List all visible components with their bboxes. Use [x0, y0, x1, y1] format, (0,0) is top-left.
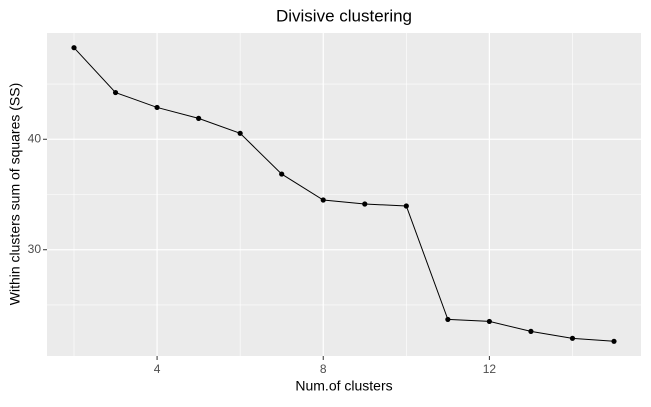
point [320, 197, 326, 203]
x-tick-label: 12 [483, 362, 497, 376]
point [196, 115, 202, 121]
x-axis-label: Num.of clusters [295, 378, 392, 394]
point [362, 201, 368, 207]
y-tick-label: 30 [28, 242, 42, 256]
y-axis-label: Within clusters sum of squares (SS) [7, 83, 23, 306]
point [486, 318, 492, 325]
y-tick-label: 40 [28, 131, 42, 145]
x-tick-label: 8 [320, 362, 327, 376]
chart-title: Divisive clustering [276, 6, 412, 25]
point [112, 89, 119, 96]
point [237, 130, 243, 136]
point [279, 171, 285, 177]
point [611, 338, 617, 344]
point [528, 328, 534, 334]
point [445, 316, 451, 323]
point [154, 104, 160, 111]
point [403, 203, 409, 209]
point [71, 45, 77, 51]
line [73, 47, 615, 342]
x-tick-label: 4 [154, 362, 161, 376]
point [569, 335, 576, 341]
